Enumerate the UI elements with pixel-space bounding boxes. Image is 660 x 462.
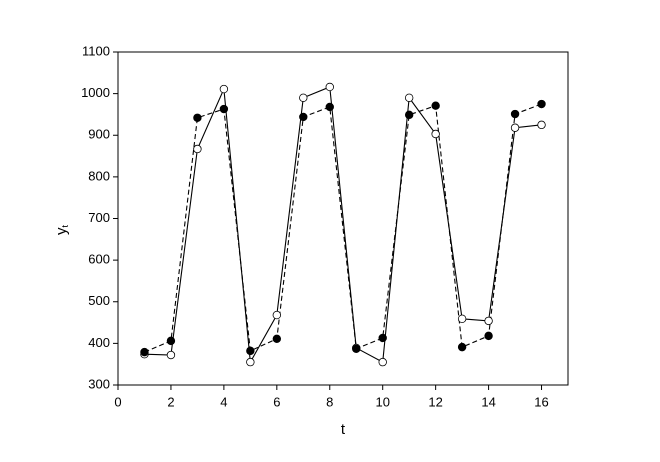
data-point	[510, 109, 520, 119]
y-tick-label: 300	[88, 376, 110, 391]
data-point	[299, 112, 308, 122]
data-point	[457, 342, 467, 352]
y-axis-label: yt	[53, 225, 70, 236]
data-point	[140, 347, 149, 357]
data-point	[166, 336, 176, 346]
y-axis-label-sub: t	[60, 225, 70, 228]
data-point	[484, 331, 493, 341]
data-point	[272, 334, 282, 343]
y-tick-label: 800	[88, 168, 110, 183]
data-point	[378, 357, 387, 367]
data-point	[431, 129, 440, 139]
data-point	[404, 110, 414, 120]
series-line	[144, 103, 542, 353]
data-point	[246, 346, 255, 356]
data-point	[457, 314, 467, 324]
data-point	[484, 316, 493, 326]
y-tick-label: 900	[88, 127, 110, 142]
x-tick-label: 14	[481, 394, 495, 409]
data-point	[272, 310, 282, 320]
data-point	[537, 99, 546, 109]
y-tick-label: 700	[88, 210, 110, 225]
series-line	[144, 86, 542, 364]
y-tick-label: 1100	[82, 43, 110, 58]
data-point	[166, 350, 176, 360]
x-axis-label: t	[341, 421, 346, 438]
y-tick-label: 500	[88, 293, 110, 308]
data-point	[193, 113, 202, 122]
data-point	[325, 102, 334, 112]
y-axis-label-main: y	[53, 227, 70, 235]
data-point	[325, 82, 334, 92]
data-point	[510, 123, 520, 132]
y-tick-label: 400	[88, 335, 110, 350]
data-point	[352, 344, 361, 353]
data-point	[431, 101, 440, 110]
data-point	[219, 84, 229, 94]
x-tick-label: 6	[273, 394, 280, 409]
data-point	[246, 357, 255, 367]
data-point	[219, 104, 229, 114]
x-tick-label: 8	[326, 394, 333, 409]
x-tick-label: 2	[167, 394, 174, 409]
data-point	[193, 144, 202, 154]
data-point	[299, 93, 308, 102]
x-tick-label: 12	[428, 394, 442, 409]
y-tick-label: 1000	[81, 85, 110, 100]
data-point	[404, 93, 414, 102]
x-tick-label: 16	[534, 394, 548, 409]
x-tick-label: 10	[375, 394, 389, 409]
x-tick-label: 0	[114, 394, 121, 409]
x-tick-label: 4	[220, 394, 227, 409]
y-tick-label: 600	[88, 252, 110, 267]
data-point	[537, 120, 546, 130]
data-point	[378, 333, 387, 343]
